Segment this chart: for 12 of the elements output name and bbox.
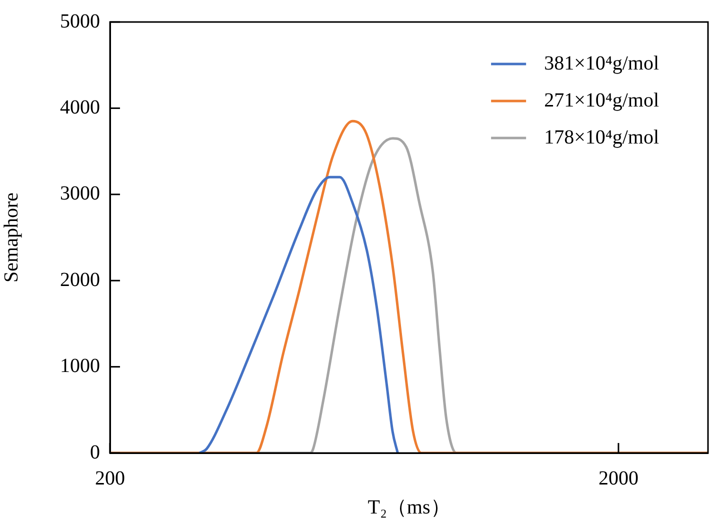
- y-tick-label: 3000: [60, 182, 100, 205]
- y-tick-label: 2000: [60, 268, 100, 291]
- y-tick-label: 4000: [60, 96, 100, 118]
- legend-label: 381×10⁴g/mol: [544, 52, 660, 74]
- y-tick-label: 0: [90, 441, 100, 464]
- legend-label: 271×10⁴g/mol: [544, 89, 660, 112]
- y-tick-label: 5000: [60, 10, 100, 32]
- x-tick-label: 200: [95, 467, 125, 490]
- legend-label: 178×10⁴g/mol: [544, 126, 660, 148]
- y-axis-title: Semaphore: [0, 192, 22, 282]
- y-tick-label: 1000: [60, 355, 100, 378]
- x-axis-title: T₂（ms）: [368, 496, 450, 518]
